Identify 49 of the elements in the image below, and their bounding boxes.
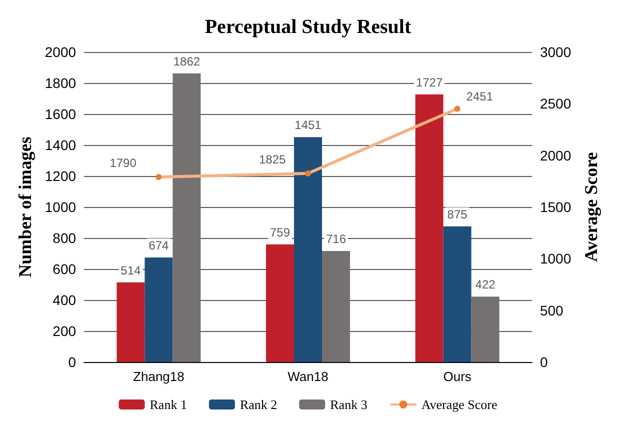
y2-tick-label: 500	[540, 302, 564, 318]
legend-label: Average Score	[421, 397, 498, 412]
bar	[144, 258, 173, 362]
y-tick-label: 1000	[44, 199, 76, 215]
data-label: 2451	[466, 90, 494, 104]
bar	[443, 226, 472, 362]
data-label: 1451	[294, 118, 322, 132]
bar	[471, 296, 500, 362]
data-label: 875	[447, 207, 468, 222]
legend-label: Rank 1	[150, 397, 187, 412]
y2-tick-label: 3000	[540, 44, 572, 60]
y-tick-label: 1600	[44, 106, 76, 122]
y2-axis-title: Average Score	[581, 152, 601, 262]
data-label: 422	[475, 278, 496, 292]
y-tick-label: 400	[52, 292, 76, 308]
chart-title: Perceptual Study Result	[204, 16, 412, 38]
y-tick-label: 1800	[44, 75, 76, 91]
y2-tick-label: 1000	[540, 250, 572, 267]
y-axis-title: Number of images	[15, 136, 35, 278]
y2-tick-label: 0	[540, 354, 548, 370]
y2-tick-label: 2500	[540, 96, 572, 112]
x-tick-label: Zhang18	[133, 369, 184, 384]
data-label: 759	[270, 225, 290, 240]
bar	[116, 282, 145, 362]
data-label: 1862	[173, 54, 200, 68]
x-tick-label: Wan18	[288, 369, 328, 384]
y-tick-label: 800	[52, 230, 76, 246]
y2-tick-label: 1500	[540, 199, 572, 215]
y-tick-label: 1200	[44, 168, 76, 184]
bar	[294, 137, 322, 362]
data-label: 1790	[110, 156, 137, 170]
data-label: 1825	[259, 152, 286, 166]
legend-label: Rank 3	[330, 397, 368, 412]
legend-label: Rank 2	[240, 397, 278, 412]
data-label: 674	[148, 238, 170, 253]
data-label: 716	[326, 232, 346, 246]
y-tick-label: 0	[68, 354, 76, 370]
y-tick-label: 1400	[44, 137, 76, 153]
bar	[415, 94, 444, 362]
bar	[266, 244, 294, 362]
y-tick-label: 200	[52, 323, 76, 339]
bar	[322, 251, 350, 362]
y-tick-label: 600	[52, 261, 76, 277]
data-label: 1727	[416, 75, 443, 90]
y-tick-label: 2000	[44, 44, 76, 60]
bar	[172, 73, 201, 362]
x-tick-label: Ours	[443, 369, 472, 384]
data-label: 514	[120, 263, 142, 278]
y2-tick-label: 2000	[540, 147, 572, 164]
